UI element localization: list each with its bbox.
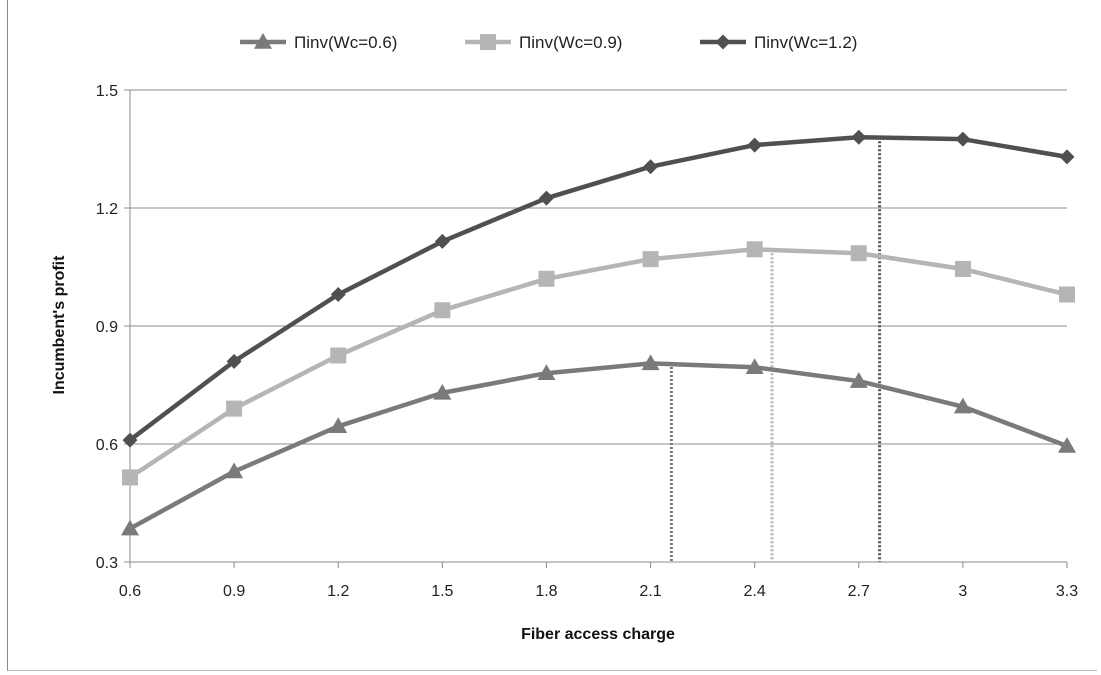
series-3 [122,129,1075,448]
series-1-point-3 [433,383,452,400]
series-1-point-1 [225,462,244,479]
y-tick-labels: 0.3 0.6 0.9 1.2 1.5 [96,83,118,572]
series-3-line [127,134,1070,443]
series-2-point-0 [122,469,138,486]
series-2-point-2 [330,347,347,364]
y-axis-title: Incumbent's profit [51,255,68,395]
legend: Πinv(Wc=0.6) Πinv(Wc=0.9) Πinv(Wc=1.2) [240,33,857,52]
x-tick-label-5: 2.1 [639,583,661,600]
x-tick-labels: 0.6 0.9 1.2 1.5 1.8 2.1 2.4 2.7 3 3.3 [119,583,1078,600]
series-1-point-6 [745,358,764,375]
series-2-point-5 [642,251,659,268]
series-2-point-3 [434,302,451,319]
legend-item-3: Πinv(Wc=1.2) [700,33,857,52]
series-2-line [127,247,1070,480]
series-1-point-7 [849,372,868,388]
x-tick-label-3: 1.5 [431,583,453,600]
x-tick-label-1: 0.9 [223,583,245,600]
x-tick-label-8: 3 [958,583,967,600]
optimum-markers [669,137,882,562]
series-3-point-8 [955,131,971,147]
series-2-point-8 [954,260,971,277]
y-tick-label-2: 0.9 [96,319,118,336]
x-axis-title: Fiber access charge [521,626,675,643]
series-1-line [127,361,1070,531]
series-2-point-9 [1059,286,1075,303]
series-1-point-4 [537,364,556,380]
legend-item-1: Πinv(Wc=0.6) [240,33,397,52]
series-3-point-5 [643,159,659,175]
x-tick-label-0: 0.6 [119,583,141,600]
legend-swatch-marker-3 [715,34,731,50]
legend-label-2: Πinv(Wc=0.9) [519,33,622,52]
series-1-point-2 [329,417,348,434]
series-3-point-3 [434,233,450,249]
series-1-point-5 [641,354,660,371]
y-tick-label-0: 0.3 [96,555,118,572]
series-3-point-6 [747,137,763,153]
legend-item-2: Πinv(Wc=0.9) [465,33,622,52]
series-3-point-7 [851,129,867,145]
series-2-point-4 [538,270,555,287]
series-1 [121,354,1076,536]
y-tick-label-3: 1.2 [96,201,118,218]
series-group [121,129,1076,536]
x-tick-label-7: 2.7 [848,583,870,600]
legend-swatch-marker-1 [254,33,272,49]
y-tick-label-1: 0.6 [96,437,118,454]
axes [124,89,1068,568]
series-3-point-2 [330,287,346,303]
x-tick-label-2: 1.2 [327,583,349,600]
series-3-point-1 [226,353,242,369]
series-1-point-0 [121,519,139,536]
legend-swatch-marker-2 [480,34,496,50]
series-1-point-8 [953,397,972,414]
series-2-point-1 [226,400,243,417]
y-tick-label-4: 1.5 [96,83,118,100]
series-2-point-6 [746,241,763,258]
x-tick-label-6: 2.4 [744,583,766,600]
legend-label-3: Πinv(Wc=1.2) [754,33,857,52]
legend-label-1: Πinv(Wc=0.6) [294,33,397,52]
series-2 [122,241,1075,486]
series-3-point-4 [538,190,554,206]
series-3-point-0 [122,432,138,448]
series-1-point-9 [1058,436,1076,453]
chart-frame [7,0,1097,671]
series-2-point-7 [850,245,867,262]
x-tick-label-9: 3.3 [1056,583,1078,600]
series-3-point-9 [1059,149,1075,165]
x-tick-label-4: 1.8 [535,583,557,600]
